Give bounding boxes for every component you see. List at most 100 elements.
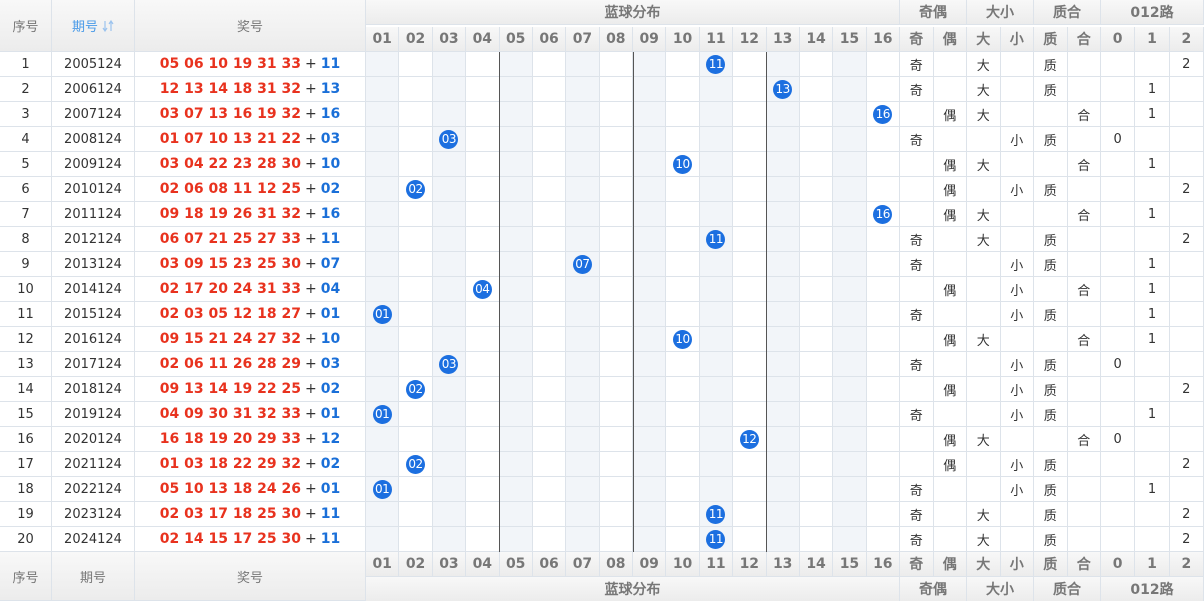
seq: 19 (0, 502, 52, 527)
blue-cell (833, 152, 867, 177)
blue-cell (399, 252, 433, 277)
award: 09 15 21 24 27 32 +10 (135, 327, 366, 352)
award: 09 18 19 26 31 32 +16 (135, 202, 366, 227)
attr-cell (1067, 527, 1101, 552)
blue-cell (733, 202, 767, 227)
blue-cell: 12 (733, 427, 767, 452)
blue-cell (399, 127, 433, 152)
red-balls: 16 18 19 20 29 33 (159, 431, 302, 447)
blue-cell (699, 202, 734, 227)
blue-cell (366, 527, 400, 552)
blue-cell (866, 177, 900, 202)
blue-ball: 02 (320, 456, 341, 472)
blue-cell (466, 402, 500, 427)
attr-cell (900, 427, 934, 452)
blue-ball-marker: 03 (439, 129, 459, 149)
blue-cell (699, 302, 734, 327)
prime-value: 合 (1067, 152, 1101, 177)
blue-cell (833, 202, 867, 227)
parity-value: 奇 (900, 77, 934, 102)
plus: + (305, 456, 317, 472)
award: 04 09 30 31 32 33 +01 (135, 402, 366, 427)
attr-cell (1067, 177, 1101, 202)
award: 12 13 14 18 31 32 +13 (135, 77, 366, 102)
period: 2013124 (52, 252, 135, 277)
blue-cell (466, 327, 500, 352)
sub-col-header: 质 (1034, 552, 1068, 577)
attr-cell (933, 77, 967, 102)
attr-cell (933, 477, 967, 502)
seq: 1 (0, 52, 52, 77)
blue-cell (466, 52, 500, 77)
parity-value: 奇 (900, 302, 934, 327)
blue-cell (799, 427, 834, 452)
blue-cell (599, 102, 633, 127)
seq: 3 (0, 102, 52, 127)
blue-cell (666, 527, 700, 552)
blue-cell: 02 (399, 177, 433, 202)
prime-value: 质 (1034, 527, 1068, 552)
blue-cell (699, 77, 734, 102)
blue-ball-marker: 11 (706, 229, 726, 249)
plus: + (305, 256, 317, 272)
blue-cell (866, 152, 900, 177)
blue-cell (633, 177, 667, 202)
blue-cell: 07 (566, 252, 600, 277)
sub-col-header: 小 (1000, 27, 1034, 52)
blue-cell (499, 52, 533, 77)
size-value: 大 (967, 102, 1001, 127)
red-balls: 09 18 19 26 31 32 (159, 206, 302, 222)
blue-cell (633, 452, 667, 477)
blue-cell (733, 402, 767, 427)
period: 2008124 (52, 127, 135, 152)
blue-cell (666, 177, 700, 202)
attr-cell (1067, 352, 1101, 377)
attr-cell (1135, 227, 1170, 252)
award: 02 06 08 11 12 25 +02 (135, 177, 366, 202)
attr-cell (933, 352, 967, 377)
blue-cell (499, 402, 533, 427)
parity-value: 奇 (900, 477, 934, 502)
blue-cell (499, 177, 533, 202)
plus: + (305, 131, 317, 147)
blue-cell (633, 127, 667, 152)
seq: 16 (0, 427, 52, 452)
mod-value: 0 (1101, 127, 1136, 152)
attr-cell (1000, 327, 1034, 352)
blue-cell (499, 302, 533, 327)
blue-cell (466, 527, 500, 552)
period: 2010124 (52, 177, 135, 202)
blue-cell (399, 527, 433, 552)
size-value: 小 (1000, 352, 1034, 377)
attr-cell (1169, 152, 1204, 177)
blue-cell (666, 102, 700, 127)
attr-cell (967, 277, 1001, 302)
blue-cell (866, 52, 900, 77)
blue-ball-marker: 11 (706, 54, 726, 74)
attr-cell (1135, 52, 1170, 77)
attr-cell (1101, 502, 1136, 527)
blue-cell (432, 252, 467, 277)
attr-cell (1034, 277, 1068, 302)
blue-cell (532, 327, 567, 352)
blue-cell (532, 202, 567, 227)
blue-cell (499, 377, 533, 402)
blue-cell (366, 227, 400, 252)
blue-ball: 10 (320, 331, 341, 347)
sort-icon[interactable] (102, 19, 114, 32)
attr-cell (1169, 77, 1204, 102)
parity-value: 奇 (900, 227, 934, 252)
award: 01 03 18 22 29 32 +02 (135, 452, 366, 477)
attr-cell (1169, 102, 1204, 127)
attr-cell (1101, 402, 1136, 427)
blue-ball-marker: 16 (873, 204, 893, 224)
attr-cell (1000, 427, 1034, 452)
plus: + (305, 81, 317, 97)
blue-cell (532, 352, 567, 377)
sub-col-header: 1 (1135, 27, 1170, 52)
blue-col-header: 01 (366, 27, 400, 52)
mod-value: 1 (1135, 102, 1170, 127)
blue-cell (532, 252, 567, 277)
red-balls: 02 17 20 24 31 33 (159, 281, 302, 297)
mod-value: 2 (1169, 502, 1204, 527)
